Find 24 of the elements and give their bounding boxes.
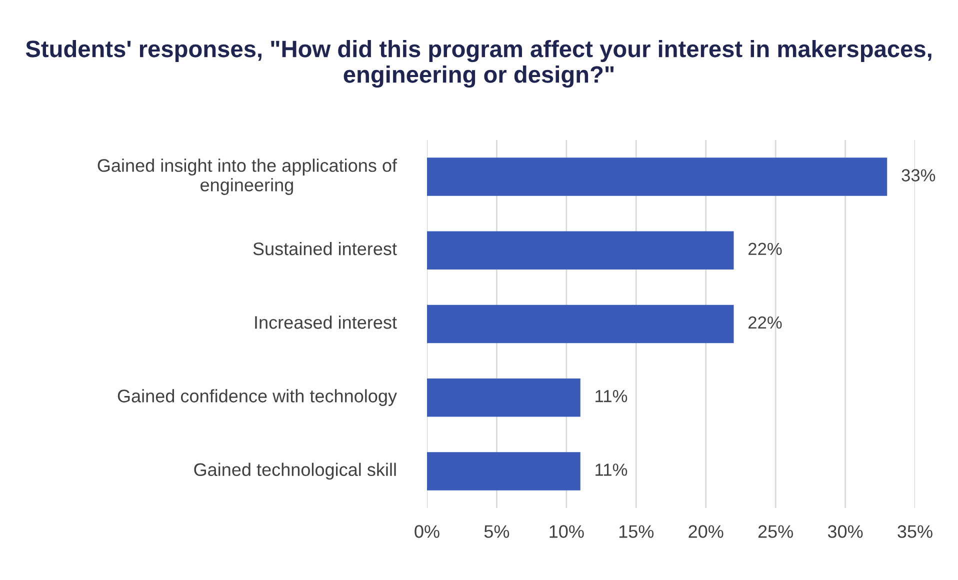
- data-label: 11%: [596, 464, 628, 476]
- y-tick-label: Increased interest: [255, 316, 397, 329]
- x-tick-label: 35%: [898, 525, 932, 538]
- y-tick-label: Gained technological skill: [194, 462, 396, 480]
- data-label: 22%: [748, 242, 782, 255]
- bar: [427, 231, 734, 270]
- chart-title: Students' responses, "How did this program affect your interest in makerspaces, engineering or design?": [26, 40, 932, 88]
- data-label: 33%: [902, 169, 936, 182]
- x-tick-label: 20%: [688, 525, 724, 538]
- x-tick-label: 30%: [828, 525, 863, 538]
- y-tick-label: Gained confidence with technology: [118, 389, 397, 406]
- x-tick-label: 25%: [758, 525, 793, 538]
- bar: [427, 158, 888, 196]
- y-tick-label: Sustained interest: [253, 242, 397, 256]
- x-tick-label: 5%: [484, 525, 510, 538]
- x-tick-label: 15%: [619, 525, 654, 538]
- bar: [427, 304, 734, 344]
- bar: [427, 378, 580, 417]
- data-label: 22%: [748, 316, 782, 329]
- bar: [427, 452, 580, 490]
- y-tick-label: Gained insight into the applications of engineering: [98, 158, 398, 195]
- x-tick-label: 0%: [414, 525, 440, 538]
- x-tick-label: 10%: [550, 525, 584, 538]
- data-label: 11%: [596, 390, 628, 402]
